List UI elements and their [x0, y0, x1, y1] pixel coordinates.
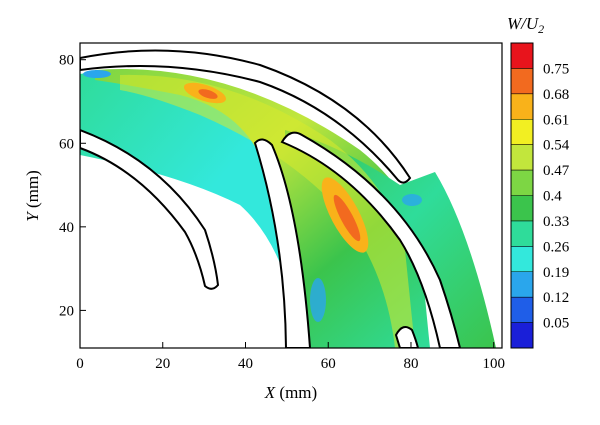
colorbar-title-main: W/U	[507, 14, 540, 33]
x-tick-label: 0	[76, 356, 84, 372]
y-tick-label: 80	[59, 53, 74, 69]
colorbar-label: 0.75	[543, 61, 569, 77]
region-low-upper	[83, 70, 111, 78]
x-tick-label: 100	[482, 356, 505, 372]
colorbar-label: 0.54	[543, 138, 570, 154]
x-axis-title: X (mm)	[264, 383, 317, 402]
colorbar-label: 0.68	[543, 87, 569, 103]
y-axis-ticks: 20 40 60 80	[59, 53, 86, 319]
plot-frame	[79, 42, 503, 349]
y-axis-unit: (mm)	[23, 170, 42, 212]
colorbar-label: 0.19	[543, 265, 569, 281]
colorbar-label: 0.4	[543, 189, 562, 205]
colorbar-title-sub: 2	[538, 22, 544, 36]
x-tick-label: 60	[321, 356, 336, 372]
colorbar-swatch	[511, 271, 533, 298]
region-hot-zone-top-core	[198, 89, 218, 99]
x-axis-unit: (mm)	[275, 383, 317, 402]
colorbar-swatch	[511, 246, 533, 273]
colorbar-swatch	[511, 68, 533, 95]
blade-left	[80, 128, 220, 290]
colorbar-swatch	[511, 119, 533, 146]
y-tick-label: 40	[59, 220, 74, 236]
x-tick-label: 40	[238, 356, 253, 372]
blade-middle-left	[253, 138, 312, 348]
region-low-bottom	[310, 278, 326, 322]
blade-bottom-right	[394, 325, 420, 348]
x-axis-var: X	[264, 383, 276, 402]
colorbar-swatch	[511, 170, 533, 196]
colorbar-swatch	[511, 297, 533, 324]
colorbar-swatch	[511, 93, 533, 120]
contour-layer	[80, 49, 496, 348]
colorbar-title: W/U2	[507, 14, 544, 36]
region-low-tail	[402, 194, 422, 206]
colorbar-swatch	[511, 43, 533, 69]
colorbar-label: 0.12	[543, 290, 569, 306]
colorbar-swatch	[511, 195, 533, 222]
colorbar-swatch	[511, 144, 533, 171]
colorbar-swatch	[511, 220, 533, 247]
colorbar-label: 0.61	[543, 112, 569, 128]
x-tick-label: 80	[403, 356, 418, 372]
y-tick-label: 20	[59, 303, 74, 319]
blade-middle-right	[280, 131, 462, 348]
colorbar: 0.75 0.68 0.61 0.54 0.47 0.4 0.33 0.26 0.19 0.12 0…	[510, 42, 570, 349]
x-axis-ticks: 0 20 40 60 80 100	[76, 342, 505, 372]
y-tick-label: 60	[59, 136, 74, 152]
colorbar-label: 0.26	[543, 239, 570, 255]
region-passage-middle	[95, 69, 430, 348]
region-hot-zone-middle-core	[333, 194, 361, 242]
blade-top	[80, 49, 412, 184]
colorbar-label: 0.05	[543, 316, 569, 332]
colorbar-swatch	[511, 322, 533, 349]
colorbar-label: 0.33	[543, 214, 569, 230]
y-axis-title: Y (mm)	[23, 170, 42, 222]
x-tick-label: 20	[155, 356, 170, 372]
colorbar-label: 0.47	[543, 163, 570, 179]
y-axis-var: Y	[23, 211, 42, 222]
